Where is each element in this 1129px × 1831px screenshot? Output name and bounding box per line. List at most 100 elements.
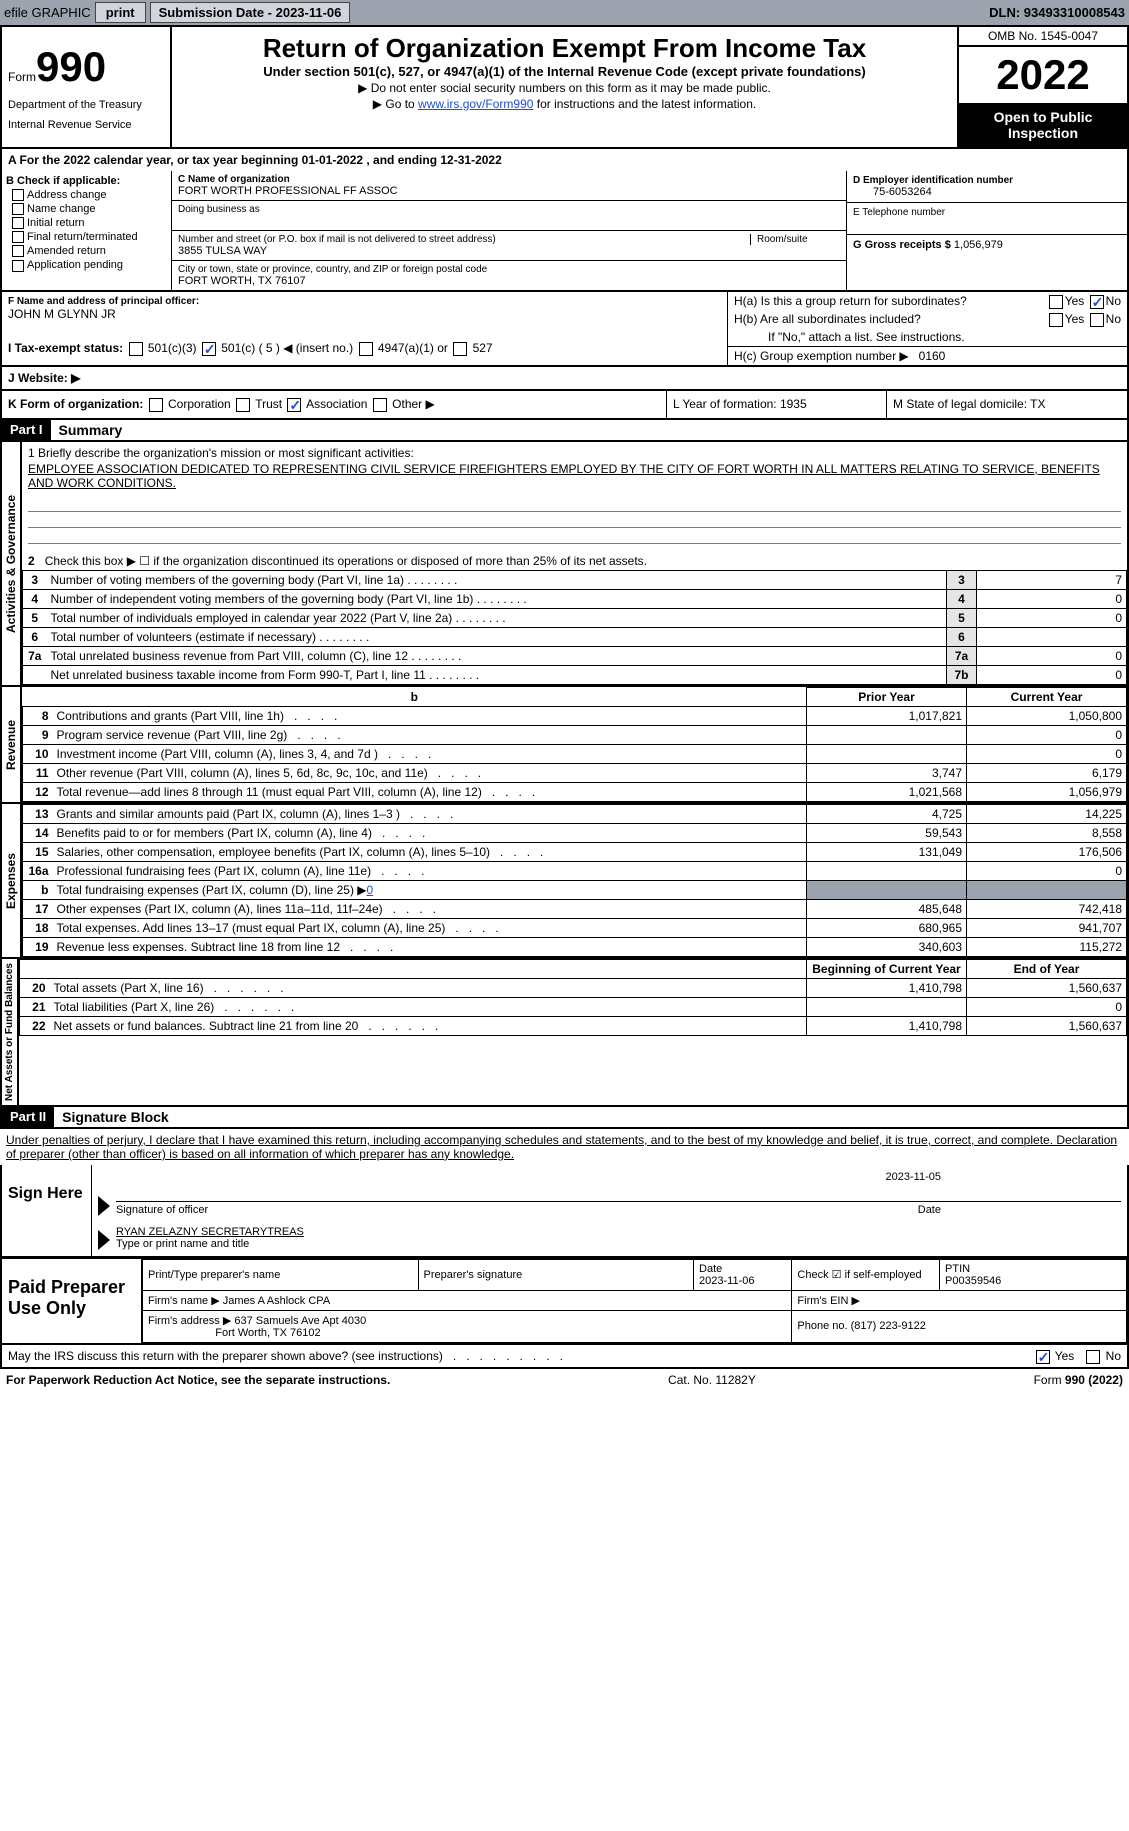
dept: Department of the Treasury — [8, 99, 164, 111]
may-no[interactable] — [1086, 1350, 1100, 1364]
opt-pending[interactable]: Application pending — [12, 259, 167, 271]
cb-assoc[interactable] — [287, 398, 301, 412]
mission-desc: EMPLOYEE ASSOCIATION DEDICATED TO REPRES… — [22, 462, 1127, 490]
row-num: 22 — [20, 1016, 50, 1035]
governance-table: 3Number of voting members of the governi… — [22, 570, 1127, 685]
section-f-left: F Name and address of principal officer:… — [2, 292, 727, 365]
print-button[interactable]: print — [95, 2, 146, 23]
lbl-other: Other ▶ — [392, 397, 435, 411]
ptin: P00359546 — [945, 1275, 1001, 1287]
row-desc: Number of independent voting members of … — [47, 589, 947, 608]
row-desc: Total number of individuals employed in … — [47, 608, 947, 627]
row-desc: Total fundraising expenses (Part IX, col… — [53, 880, 807, 899]
row-box: 7a — [947, 646, 977, 665]
blank-lines — [28, 496, 1121, 544]
row-desc: Total revenue—add lines 8 through 11 (mu… — [53, 782, 807, 801]
row-py: 4,725 — [807, 804, 967, 823]
part2-title: Signature Block — [54, 1107, 177, 1127]
cb-501c-checked[interactable] — [202, 342, 216, 356]
row-desc: Total expenses. Add lines 13–17 (must eq… — [53, 918, 807, 937]
footer-line: For Paperwork Reduction Act Notice, see … — [0, 1369, 1129, 1391]
tax-status-row: I Tax-exempt status: 501(c)(3) 501(c) ( … — [8, 341, 721, 356]
c-name-block: C Name of organization FORT WORTH PROFES… — [172, 171, 846, 201]
row-num: 21 — [20, 997, 50, 1016]
side-act: Activities & Governance — [2, 442, 22, 685]
street-label: Number and street (or P.O. box if mail i… — [178, 234, 750, 245]
date-label: Date — [918, 1204, 941, 1216]
opt-name-change[interactable]: Name change — [12, 203, 167, 215]
opt-initial[interactable]: Initial return — [12, 217, 167, 229]
ha-no[interactable] — [1090, 295, 1104, 309]
row-desc: Other expenses (Part IX, column (A), lin… — [53, 899, 807, 918]
opt-amended[interactable]: Amended return — [12, 245, 167, 257]
hb-no[interactable] — [1090, 313, 1104, 327]
lbl-corp: Corporation — [168, 397, 231, 411]
row-num: 7a — [23, 646, 47, 665]
opt-address-change[interactable]: Address change — [12, 189, 167, 201]
may-yes[interactable] — [1036, 1350, 1050, 1364]
cb-other[interactable] — [373, 398, 387, 412]
row-num: 6 — [23, 627, 47, 646]
sign-here-block: Sign Here 2023-11-05 Signature of office… — [0, 1165, 1129, 1258]
lbl-501c: 501(c) ( 5 ) ◀ (insert no.) — [221, 341, 353, 355]
row-cy: 0 — [967, 725, 1127, 744]
lbl-trust: Trust — [255, 397, 282, 411]
row-num: 8 — [23, 706, 53, 725]
room-label: Room/suite — [750, 234, 840, 245]
cb-4947[interactable] — [359, 342, 373, 356]
row-cy: 1,560,637 — [967, 1016, 1127, 1035]
expenses-table: 13Grants and similar amounts paid (Part … — [22, 804, 1127, 957]
declaration: Under penalties of perjury, I declare th… — [0, 1129, 1129, 1165]
phone-label: Phone no. — [797, 1320, 847, 1332]
open-public: Open to Public Inspection — [959, 103, 1127, 147]
d-label: D Employer identification number — [853, 175, 1013, 186]
row-desc: Benefits paid to or for members (Part IX… — [53, 823, 807, 842]
row-cy: 1,056,979 — [967, 782, 1127, 801]
header-right: OMB No. 1545-0047 2022 Open to Public In… — [957, 27, 1127, 147]
tax-year: 2022 — [959, 47, 1127, 103]
row-cy: 1,050,800 — [967, 706, 1127, 725]
part1-title: Summary — [51, 420, 131, 440]
ha-yes[interactable] — [1049, 295, 1063, 309]
row-val: 0 — [977, 608, 1127, 627]
row-cy: 14,225 — [967, 804, 1127, 823]
cb-527[interactable] — [453, 342, 467, 356]
sig-name: RYAN ZELAZNY SECRETARYTREAS — [116, 1226, 1121, 1238]
opt-label: Address change — [27, 189, 107, 201]
row-desc: Total assets (Part X, line 16) . . . . .… — [50, 978, 807, 997]
triangle-icon — [98, 1230, 110, 1250]
b-label: B Check if applicable: — [6, 175, 167, 187]
eoy-hdr: End of Year — [967, 959, 1127, 978]
opt-final[interactable]: Final return/terminated — [12, 231, 167, 243]
firm-addr-label: Firm's address ▶ — [148, 1315, 231, 1327]
row-py: 1,410,798 — [807, 978, 967, 997]
row-py: 131,049 — [807, 842, 967, 861]
side-exp: Expenses — [2, 804, 22, 957]
section-f-right: H(a) Is this a group return for subordin… — [727, 292, 1127, 365]
g-val: 1,056,979 — [954, 239, 1003, 251]
py-hdr: Prior Year — [807, 687, 967, 706]
revenue-block: Revenue bPrior YearCurrent Year 8Contrib… — [0, 687, 1129, 804]
hc-val: 0160 — [919, 349, 946, 363]
cb-trust[interactable] — [236, 398, 250, 412]
hb-yes[interactable] — [1049, 313, 1063, 327]
may-discuss-row: May the IRS discuss this return with the… — [0, 1345, 1129, 1369]
k-label: K Form of organization: — [8, 397, 143, 411]
header-middle: Return of Organization Exempt From Incom… — [172, 27, 957, 147]
row-cy: 0 — [967, 861, 1127, 880]
form-subtitle: Under section 501(c), 527, or 4947(a)(1)… — [178, 64, 951, 79]
sig-type-label: Type or print name and title — [116, 1238, 1121, 1250]
row-py — [807, 744, 967, 763]
sig-date: 2023-11-05 — [116, 1171, 1121, 1183]
row-num: 15 — [23, 842, 53, 861]
hc-row: H(c) Group exemption number ▶ 0160 — [728, 346, 1127, 365]
triangle-icon — [98, 1196, 110, 1216]
row-cy: 941,707 — [967, 918, 1127, 937]
lbl-4947: 4947(a)(1) or — [378, 341, 448, 355]
q1: 1 Briefly describe the organization's mi… — [22, 442, 1127, 462]
cb-501c3[interactable] — [129, 342, 143, 356]
cb-corp[interactable] — [149, 398, 163, 412]
may-discuss: May the IRS discuss this return with the… — [8, 1349, 443, 1363]
sec-b-mid: C Name of organization FORT WORTH PROFES… — [172, 171, 847, 290]
instr2-link[interactable]: www.irs.gov/Form990 — [418, 97, 533, 111]
